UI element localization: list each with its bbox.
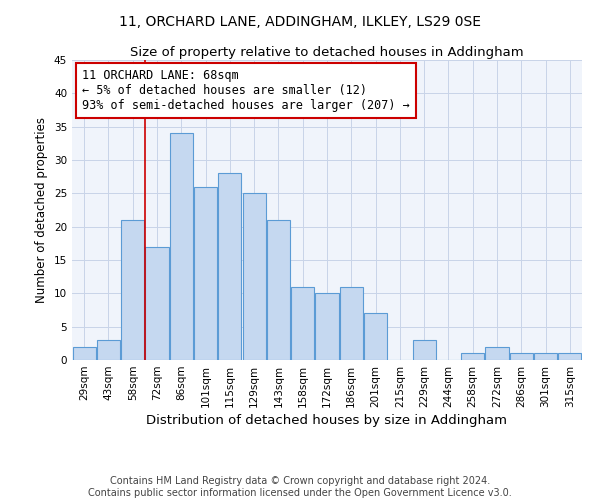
Bar: [145, 246, 169, 360]
Bar: [121, 220, 144, 360]
Bar: [73, 346, 95, 360]
Y-axis label: Number of detached properties: Number of detached properties: [35, 117, 49, 303]
Text: 11, ORCHARD LANE, ADDINGHAM, ILKLEY, LS29 0SE: 11, ORCHARD LANE, ADDINGHAM, ILKLEY, LS2…: [119, 15, 481, 29]
Bar: [218, 174, 241, 360]
Bar: [510, 354, 533, 360]
Bar: [194, 186, 217, 360]
Bar: [267, 220, 290, 360]
Bar: [559, 354, 581, 360]
Bar: [291, 286, 314, 360]
X-axis label: Distribution of detached houses by size in Addingham: Distribution of detached houses by size …: [146, 414, 508, 427]
Bar: [364, 314, 387, 360]
Text: 11 ORCHARD LANE: 68sqm
← 5% of detached houses are smaller (12)
93% of semi-deta: 11 ORCHARD LANE: 68sqm ← 5% of detached …: [82, 69, 410, 112]
Bar: [413, 340, 436, 360]
Bar: [97, 340, 120, 360]
Text: Contains HM Land Registry data © Crown copyright and database right 2024.
Contai: Contains HM Land Registry data © Crown c…: [88, 476, 512, 498]
Bar: [461, 354, 484, 360]
Bar: [485, 346, 509, 360]
Bar: [340, 286, 363, 360]
Bar: [316, 294, 338, 360]
Bar: [170, 134, 193, 360]
Title: Size of property relative to detached houses in Addingham: Size of property relative to detached ho…: [130, 46, 524, 59]
Bar: [534, 354, 557, 360]
Bar: [242, 194, 266, 360]
